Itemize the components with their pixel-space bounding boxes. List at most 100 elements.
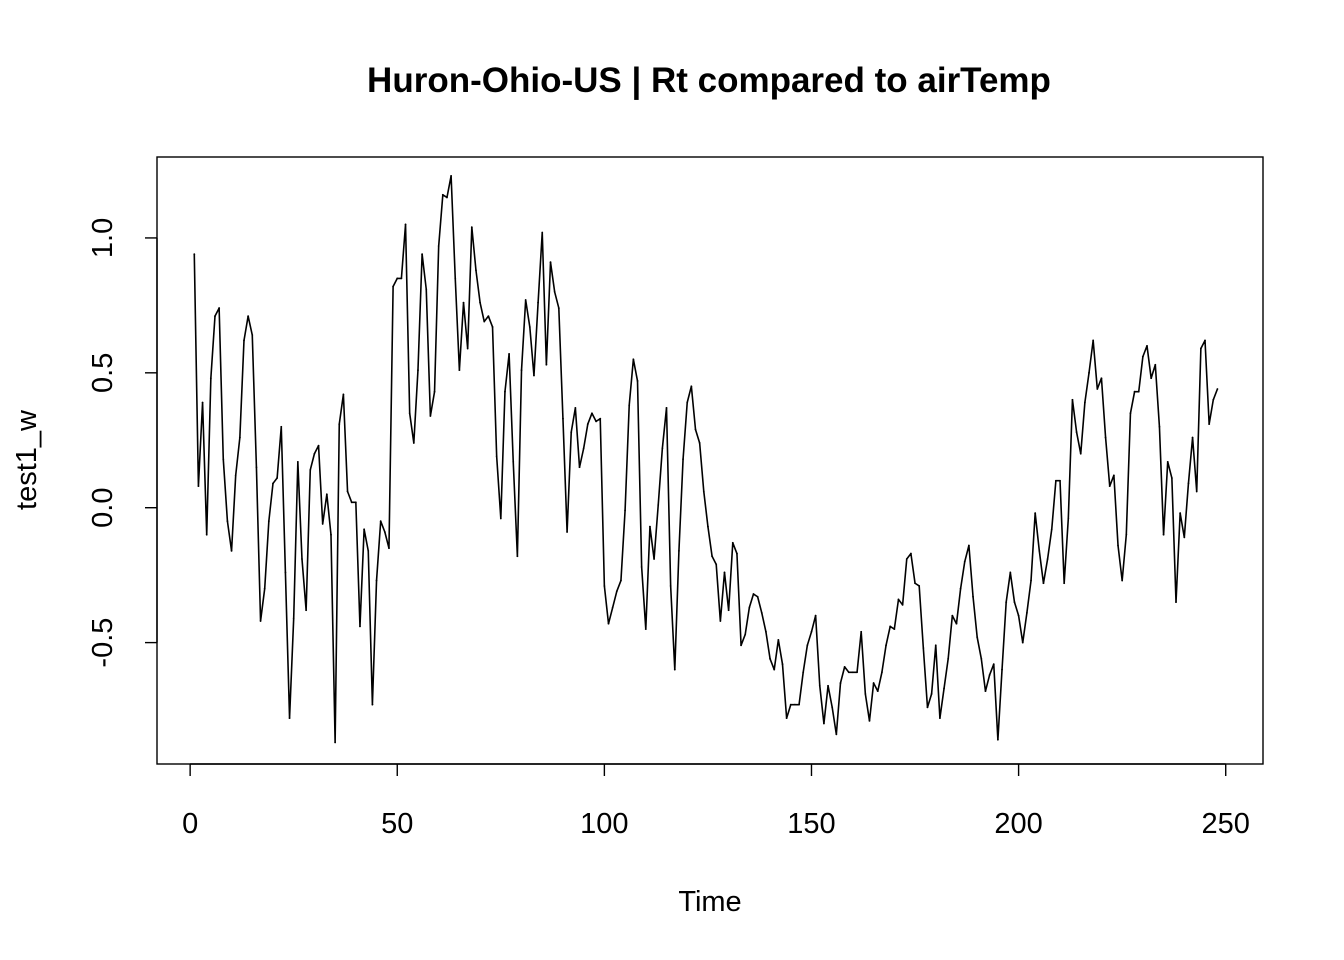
- data-point: [1059, 479, 1061, 482]
- data-point: [466, 347, 469, 350]
- data-point: [483, 320, 486, 323]
- data-point: [1154, 363, 1157, 366]
- data-point: [773, 668, 776, 671]
- data-point: [458, 369, 461, 372]
- data-point: [574, 406, 577, 409]
- data-point: [433, 390, 436, 393]
- data-point: [930, 692, 933, 695]
- data-point: [1117, 544, 1119, 547]
- data-point: [209, 377, 212, 380]
- data-point: [686, 401, 689, 404]
- data-point: [1162, 533, 1165, 536]
- data-point: [632, 358, 635, 361]
- data-point: [255, 466, 258, 469]
- data-point: [885, 644, 887, 647]
- data-point: [578, 466, 581, 469]
- data-point: [251, 334, 254, 336]
- data-point: [678, 549, 680, 552]
- data-point: [1195, 490, 1198, 493]
- data-point: [1030, 579, 1032, 582]
- data-point: [963, 560, 966, 563]
- data-point: [599, 417, 602, 420]
- data-point: [1025, 612, 1028, 614]
- data-point: [1038, 549, 1041, 552]
- data-point: [839, 682, 842, 684]
- data-point: [566, 531, 568, 533]
- data-point: [421, 253, 424, 256]
- data-point: [943, 687, 945, 690]
- data-point: [396, 277, 399, 280]
- data-point: [810, 630, 813, 633]
- data-point: [582, 447, 585, 450]
- data-point: [1088, 371, 1090, 374]
- data-point: [1034, 512, 1037, 515]
- data-point: [1067, 517, 1070, 520]
- data-point: [495, 455, 498, 458]
- data-point: [1108, 485, 1111, 488]
- data-point: [1146, 344, 1148, 347]
- data-point: [798, 703, 800, 706]
- data-point: [988, 674, 991, 676]
- x-tick-label: 250: [1202, 808, 1250, 840]
- data-point: [388, 547, 390, 550]
- data-point: [959, 587, 962, 590]
- data-point: [313, 452, 316, 455]
- data-point: [371, 703, 374, 706]
- data-point: [976, 636, 979, 639]
- data-point: [276, 477, 279, 479]
- data-point: [226, 520, 229, 523]
- data-point: [367, 549, 370, 552]
- data-point: [636, 380, 639, 382]
- data-point: [897, 598, 900, 601]
- data-point: [881, 671, 883, 674]
- data-point: [325, 493, 328, 496]
- data-point: [1170, 477, 1173, 479]
- data-point: [267, 520, 270, 523]
- data-point: [1112, 474, 1115, 477]
- x-tick-label: 200: [994, 808, 1042, 840]
- data-point: [425, 288, 428, 291]
- data-point: [429, 415, 432, 417]
- y-axis-label: test1_w: [11, 409, 43, 510]
- data-point: [864, 692, 867, 695]
- data-point: [392, 285, 395, 288]
- x-tick-label: 50: [381, 808, 413, 840]
- data-point: [723, 571, 726, 574]
- data-point: [1208, 423, 1211, 425]
- data-point: [508, 353, 510, 355]
- data-point: [777, 639, 780, 641]
- data-point: [342, 393, 345, 396]
- data-point: [383, 531, 386, 533]
- data-point: [205, 533, 208, 536]
- data-point: [1083, 401, 1086, 404]
- data-point: [549, 261, 552, 264]
- data-point: [769, 657, 771, 660]
- data-point: [889, 625, 892, 628]
- data-point: [673, 668, 676, 671]
- data-point: [1129, 412, 1132, 415]
- data-point: [1187, 482, 1190, 485]
- data-point: [910, 552, 912, 555]
- data-point: [1199, 347, 1202, 350]
- data-point: [321, 523, 324, 525]
- data-point: [876, 690, 879, 693]
- data-point: [1158, 425, 1161, 428]
- data-point: [835, 733, 838, 736]
- data-point: [831, 706, 834, 709]
- data-point: [1017, 614, 1020, 617]
- x-tick-label: 150: [787, 808, 835, 840]
- data-point: [624, 509, 626, 512]
- data-point: [984, 690, 987, 693]
- data-point: [1009, 571, 1012, 574]
- data-point: [1104, 436, 1107, 439]
- data-point: [446, 196, 448, 199]
- data-point: [404, 223, 407, 226]
- data-point: [872, 682, 875, 684]
- data-point: [296, 460, 299, 463]
- data-point: [520, 369, 523, 372]
- data-point: [462, 301, 465, 304]
- data-point: [794, 703, 796, 706]
- data-point: [379, 520, 382, 523]
- data-point: [1013, 601, 1016, 604]
- data-point: [412, 442, 415, 444]
